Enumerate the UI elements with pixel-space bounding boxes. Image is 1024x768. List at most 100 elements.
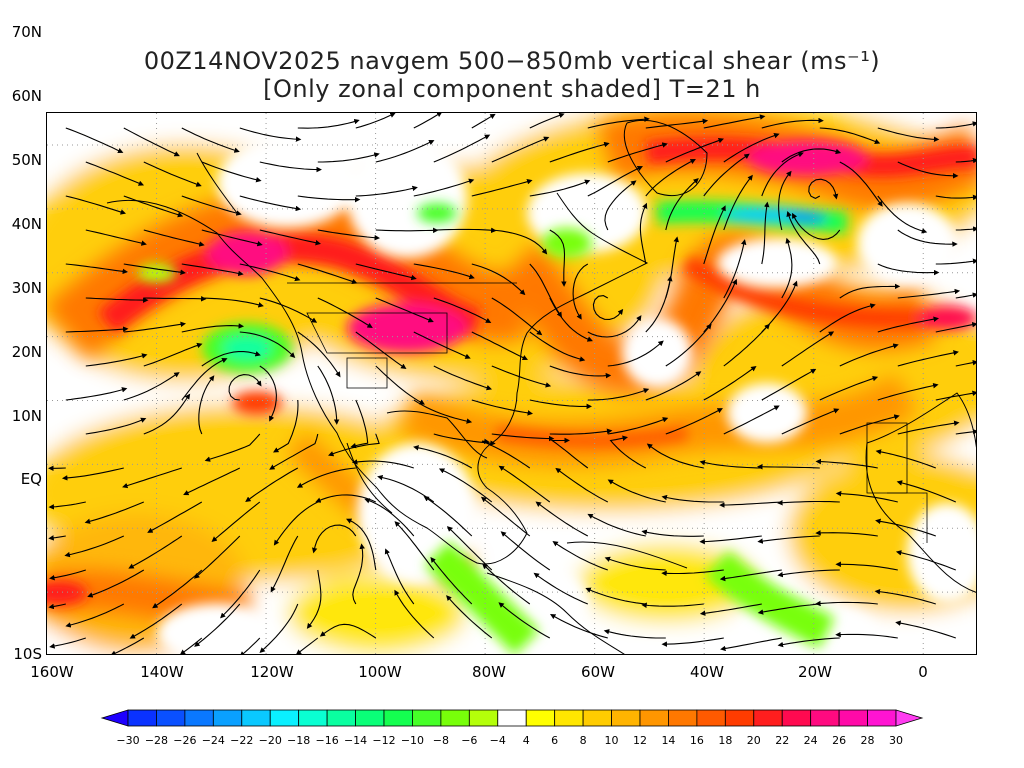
- colorbar-tick-label: −12: [372, 734, 396, 747]
- streamline: [839, 343, 899, 367]
- streamline: [491, 136, 550, 163]
- colorbar-swatch: [810, 709, 840, 727]
- colorbar-tick-label: 12: [633, 734, 647, 747]
- streamline: [723, 174, 753, 231]
- streamline: [319, 623, 377, 639]
- lon-label-120w: 120W: [250, 663, 294, 681]
- streamline: [375, 227, 439, 234]
- streamline: [549, 428, 613, 435]
- colorbar-swatch: [582, 709, 612, 727]
- colorbar-swatch: [383, 709, 413, 727]
- streamline: [355, 185, 418, 197]
- colorbar-swatch: [639, 709, 669, 727]
- colorbar-swatch: [468, 709, 499, 727]
- streamline: [350, 399, 369, 449]
- streamline: [777, 499, 840, 506]
- colorbar-swatch: [156, 709, 186, 727]
- colorbar-tick-label: 28: [860, 734, 875, 747]
- colorbar-tick-label: −18: [287, 734, 311, 747]
- streamline: [645, 159, 696, 197]
- streamline: [572, 263, 589, 320]
- streamline: [877, 195, 928, 234]
- streamline: [777, 637, 840, 648]
- lon-label-60w: 60W: [581, 663, 615, 681]
- streamline: [781, 331, 835, 367]
- streamline: [529, 113, 565, 129]
- streamline: [665, 323, 712, 367]
- streamline: [703, 114, 766, 129]
- streamline: [723, 239, 747, 299]
- colorbar-tick-label: 26: [832, 734, 847, 747]
- colorbar-swatch: [355, 709, 385, 727]
- colorbar-tick-label: −26: [173, 734, 197, 747]
- streamline: [646, 443, 704, 469]
- streamline: [481, 438, 531, 469]
- colorbar-tick-label: 24: [803, 734, 818, 747]
- streamline: [297, 118, 360, 129]
- streamline: [550, 437, 589, 469]
- colorbar-tick-label: 20: [746, 734, 761, 747]
- streamline: [719, 501, 782, 508]
- streamline: [296, 467, 356, 488]
- streamline: [181, 127, 240, 153]
- streamline: [897, 288, 961, 299]
- streamline: [720, 637, 782, 652]
- streamline: [211, 501, 261, 542]
- streamline: [413, 331, 471, 359]
- streamline: [607, 479, 666, 503]
- colorbar-tick-label: 30: [889, 734, 903, 747]
- streamline: [482, 563, 531, 605]
- streamline: [128, 535, 183, 569]
- streamline: [64, 535, 125, 558]
- streamline: [757, 603, 820, 615]
- streamline: [143, 296, 207, 302]
- streamline: [895, 620, 956, 639]
- colorbar-swatch: [867, 709, 897, 727]
- streamline: [355, 331, 407, 370]
- streamline: [491, 297, 543, 336]
- streamline: [815, 530, 878, 537]
- streamline: [239, 127, 302, 142]
- streamline: [239, 195, 302, 212]
- streamline: [228, 374, 262, 401]
- lat-lon-grid: [47, 113, 976, 654]
- streamline: [413, 399, 473, 424]
- streamline: [607, 340, 664, 367]
- colorbar-swatch: [611, 709, 641, 727]
- streamline: [552, 541, 608, 571]
- colorbar-tick-label: 6: [551, 734, 559, 747]
- map-title: 00Z14NOV2025 navgem 500−850mb vertical s…: [143, 47, 881, 75]
- streamline: [352, 543, 365, 605]
- colorbar-tick-label: −4: [489, 734, 506, 747]
- streamline: [529, 399, 593, 410]
- streamline: [65, 263, 129, 275]
- streamline: [935, 390, 976, 401]
- streamline: [65, 195, 127, 215]
- colorbar-tick-label: −16: [315, 734, 339, 747]
- streamline: [413, 178, 475, 197]
- streamline: [413, 113, 443, 129]
- lat-label-10s: 10S: [13, 645, 42, 663]
- streamline: [143, 393, 191, 435]
- colorbar-swatch: [838, 709, 868, 727]
- colorbar-tick-label: 8: [579, 734, 587, 747]
- streamline: [491, 433, 555, 442]
- streamline: [147, 501, 203, 533]
- streamline: [317, 365, 340, 425]
- streamline: [201, 161, 262, 183]
- streamline: [897, 229, 958, 247]
- streamline: [220, 569, 261, 619]
- streamline: [49, 637, 86, 649]
- streamline: [781, 408, 840, 435]
- map-panel[interactable]: [46, 112, 977, 655]
- lon-label-160w: 160W: [30, 663, 74, 681]
- streamline: [815, 600, 878, 607]
- streamline: [123, 127, 180, 157]
- streamline: [85, 161, 145, 186]
- streamline: [587, 166, 643, 197]
- streamline: [193, 535, 241, 579]
- colorbar-swatch: [440, 709, 470, 727]
- streamline: [270, 535, 299, 593]
- colorbar-tick-label: −28: [144, 734, 169, 747]
- colorbar-swatch: [724, 709, 755, 727]
